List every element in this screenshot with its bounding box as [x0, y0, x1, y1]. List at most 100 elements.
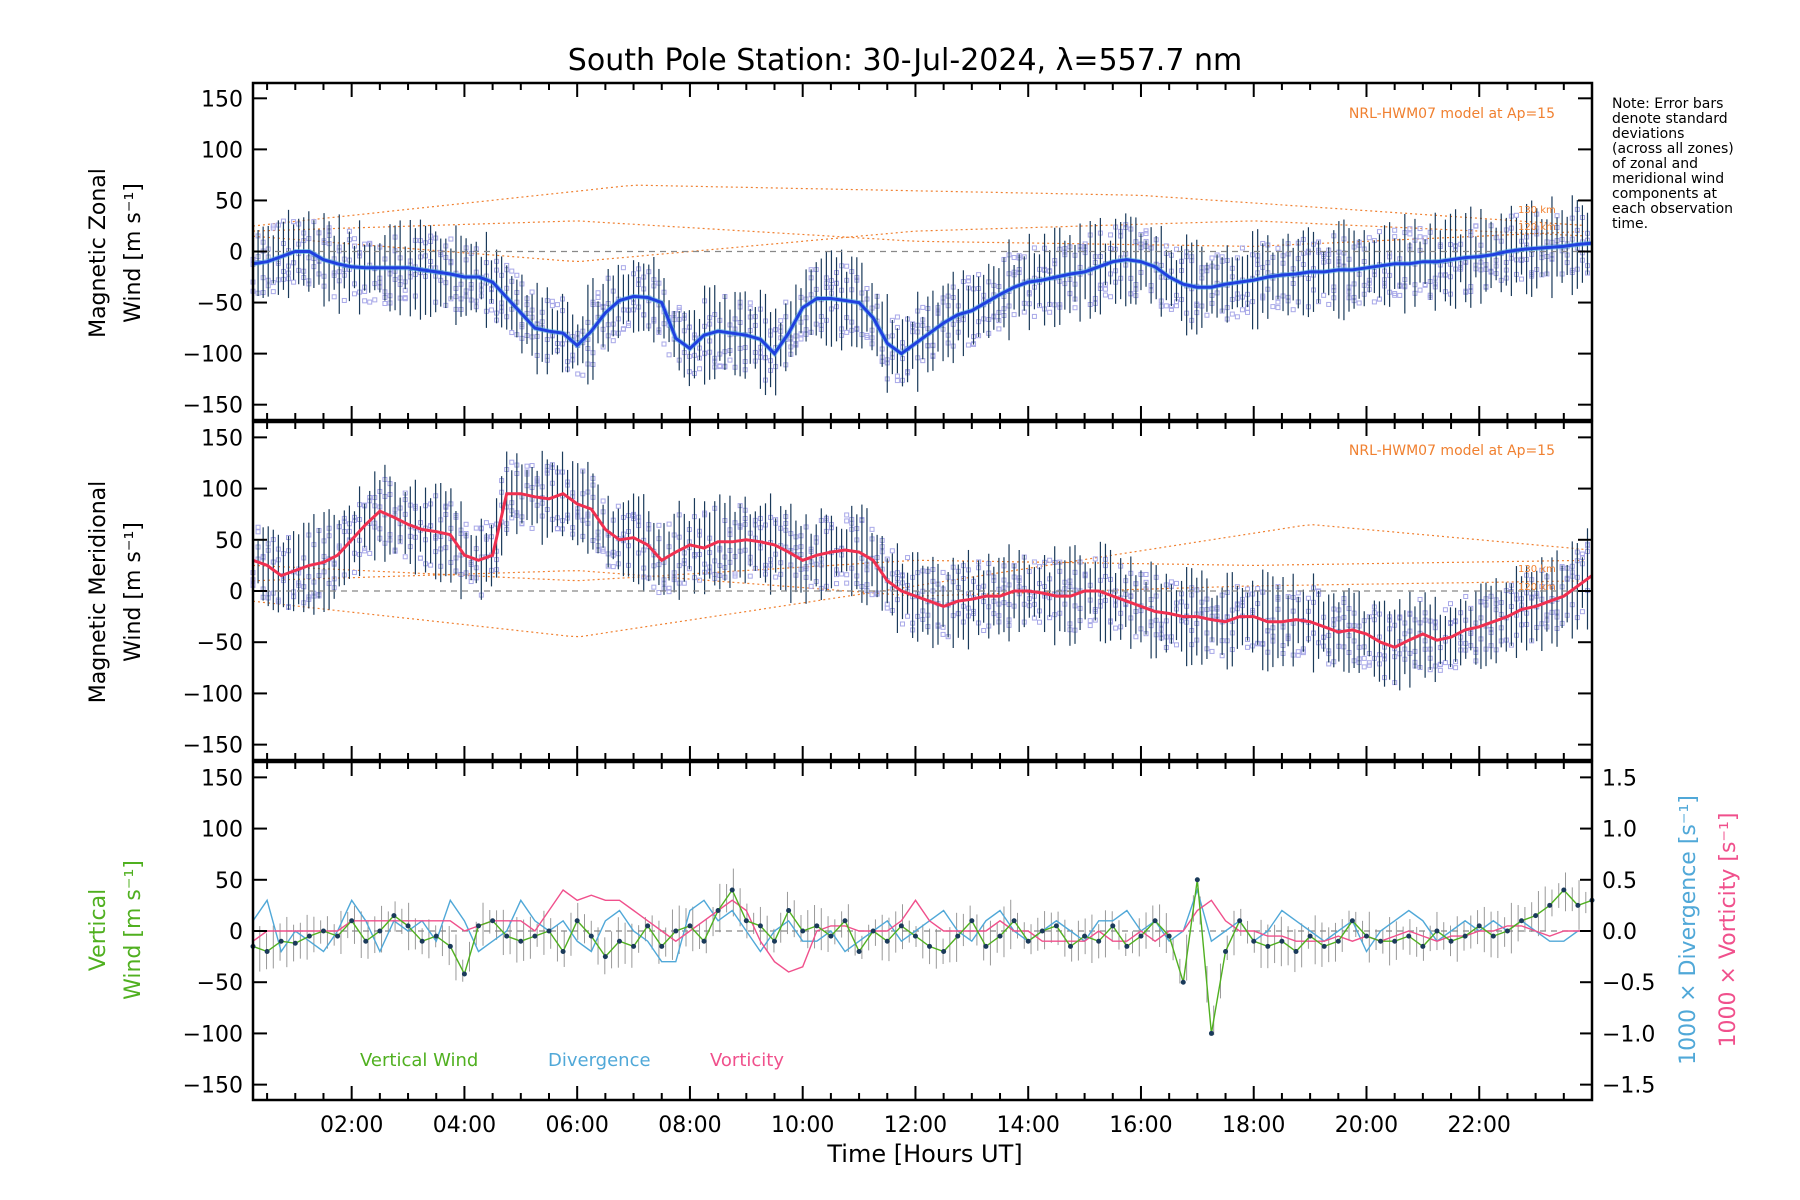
vertical-wind-point	[1504, 928, 1510, 934]
zone-point	[747, 573, 753, 579]
zone-point	[1321, 292, 1327, 298]
x-tick-label: 22:00	[1448, 1113, 1511, 1138]
zone-point	[1453, 665, 1459, 671]
y-tick-label: 150	[201, 426, 243, 451]
y-tick-label: 0	[229, 920, 243, 945]
vertical-wind-point	[363, 938, 369, 944]
zone-point	[1245, 309, 1251, 315]
model-curve	[252, 220, 1584, 247]
vertical-wind-point	[447, 943, 453, 949]
zone-point	[697, 577, 703, 583]
vertical-wind-point	[320, 928, 326, 934]
zone-point	[255, 524, 261, 530]
note-line: denote standard	[1612, 111, 1728, 127]
zone-point	[1519, 276, 1525, 282]
zone-point	[1275, 305, 1281, 311]
vertical-wind-point	[955, 933, 961, 939]
zone-point	[529, 525, 535, 531]
right-y-tick-label: 1.0	[1602, 818, 1637, 843]
zone-point	[529, 289, 535, 295]
vertical-wind-point	[814, 923, 820, 929]
zone-point	[1239, 307, 1245, 313]
zone-point	[1361, 664, 1367, 670]
zone-point	[341, 297, 347, 303]
zone-point	[1361, 655, 1367, 661]
vertical-wind-point	[1194, 877, 1200, 883]
zone-point	[549, 303, 555, 309]
vertical-wind-point	[1434, 928, 1440, 934]
zone-point	[844, 512, 850, 518]
zone-point	[1275, 245, 1281, 251]
vertical-wind-point	[631, 943, 637, 949]
vertical-wind-point	[264, 948, 270, 954]
mean-wind-series	[252, 240, 1593, 358]
zone-point	[417, 555, 423, 561]
zone-point	[402, 296, 408, 302]
vertical-wind-point	[518, 938, 524, 944]
zone-point	[1305, 595, 1311, 601]
vertical-wind-panel: −1.5 −1.0 −0.5 0.0 0.5 1.0 1.5 −150 −100 −50 0 50 10…	[86, 760, 1741, 1168]
zone-point	[869, 592, 875, 598]
vertical-wind-point	[927, 943, 933, 949]
y-tick-label: 50	[215, 529, 243, 554]
x-axis-label: Time [Hours UT]	[826, 1140, 1022, 1168]
vertical-wind-point	[1082, 933, 1088, 939]
zone-point	[1275, 299, 1281, 305]
model-label: NRL-HWM07 model at Ap=15	[1349, 443, 1555, 459]
y-tick-label: −50	[197, 631, 243, 656]
zone-point	[580, 372, 586, 378]
zone-point	[1113, 625, 1119, 631]
zone-point	[1031, 313, 1037, 319]
right-y-tick-label: 1.5	[1602, 766, 1637, 791]
zone-point	[1173, 642, 1179, 648]
vertical-wind-point	[1519, 918, 1525, 924]
zone-point	[331, 294, 337, 300]
zone-point	[270, 223, 276, 229]
zone-point	[1366, 235, 1372, 241]
right-y-tick-label: −1.5	[1602, 1074, 1655, 1099]
zone-point	[1143, 231, 1149, 237]
zone-point	[1290, 307, 1296, 313]
y-tick-label: −150	[183, 1074, 243, 1099]
vertical-wind-point	[1223, 948, 1229, 954]
zone-point	[844, 518, 850, 524]
zone-point	[889, 548, 895, 554]
zone-point	[1011, 255, 1017, 261]
zone-point	[351, 569, 357, 575]
vertical-wind-point	[687, 923, 693, 929]
x-tick-label: 10:00	[771, 1113, 834, 1138]
zone-point	[1326, 301, 1332, 307]
vertical-wind-point	[1124, 943, 1130, 949]
y-axis-label: Magnetic Meridional	[86, 481, 111, 703]
vertical-wind-point	[1067, 943, 1073, 949]
note-line: meridional wind	[1612, 171, 1724, 187]
zone-point	[625, 323, 631, 329]
note-line: Note: Error bars	[1612, 96, 1723, 112]
model-curves	[252, 184, 1584, 263]
zone-point	[270, 289, 276, 295]
vertical-wind-point	[1279, 938, 1285, 944]
zone-point	[483, 520, 489, 526]
vertical-wind-point	[532, 933, 538, 939]
zone-point	[864, 334, 870, 340]
y-axis-label: Magnetic Zonal	[86, 168, 111, 338]
vertical-wind-point	[1490, 933, 1496, 939]
y-tick-label: −100	[183, 682, 243, 707]
zone-point	[402, 554, 408, 560]
zone-point	[666, 521, 672, 527]
zone-point	[1407, 226, 1413, 232]
zone-point	[372, 297, 378, 303]
zone-point	[727, 357, 733, 363]
vertical-wind-point	[969, 918, 975, 924]
zone-point	[1463, 593, 1469, 599]
zone-point	[362, 298, 368, 304]
model-curve	[252, 220, 1584, 263]
zone-point	[1209, 255, 1215, 261]
zone-point	[1163, 243, 1169, 249]
vertical-wind-point	[278, 938, 284, 944]
zone-point	[351, 291, 357, 297]
zone-point	[1437, 667, 1443, 673]
zone-point	[1092, 556, 1098, 562]
right-axis-label-divergence: 1000 × Divergence [s⁻¹]	[1676, 795, 1701, 1065]
zone-point	[1366, 660, 1372, 666]
